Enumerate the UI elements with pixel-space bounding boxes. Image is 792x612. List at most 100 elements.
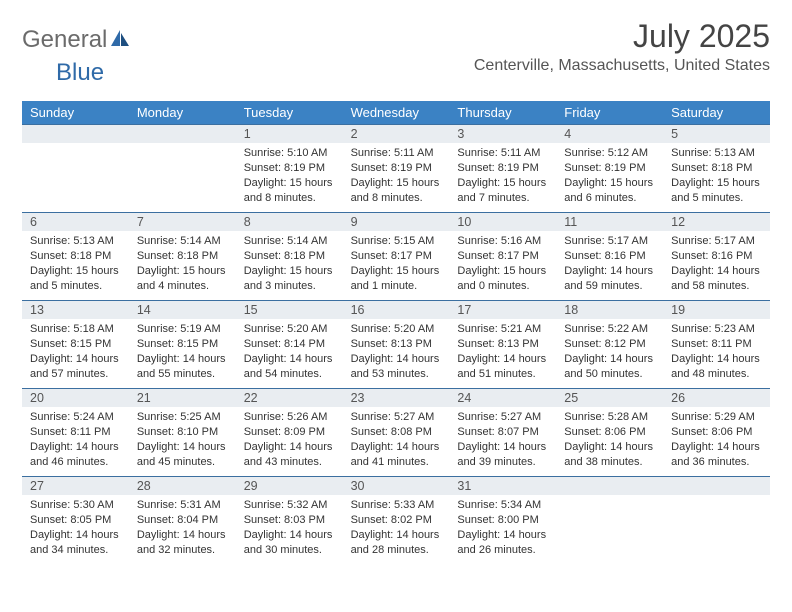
day-line: Sunset: 8:15 PM: [137, 337, 228, 352]
calendar-cell: [556, 476, 663, 564]
day-line: Sunset: 8:15 PM: [30, 337, 121, 352]
day-number: 14: [129, 301, 236, 319]
day-line: Sunset: 8:16 PM: [564, 249, 655, 264]
day-number: 31: [449, 477, 556, 495]
day-number: 4: [556, 125, 663, 143]
day-number: [22, 125, 129, 143]
calendar-cell: 4 Sunrise: 5:12 AMSunset: 8:19 PMDaylight…: [556, 124, 663, 212]
day-line: and 5 minutes.: [30, 279, 121, 294]
day-line: Sunrise: 5:19 AM: [137, 322, 228, 337]
calendar-cell: 7Sunrise: 5:14 AMSunset: 8:18 PMDaylight…: [129, 212, 236, 300]
calendar-cell: [129, 124, 236, 212]
calendar-cell: 30Sunrise: 5:33 AMSunset: 8:02 PMDayligh…: [343, 476, 450, 564]
day-content: Sunrise: 5:13 AMSunset: 8:18 PMDaylight:…: [663, 143, 770, 211]
day-line: Sunrise: 5:14 AM: [244, 234, 335, 249]
day-content: Sunrise: 5:19 AMSunset: 8:15 PMDaylight:…: [129, 319, 236, 387]
calendar-header-cell: Tuesday: [236, 101, 343, 124]
calendar: SundayMondayTuesdayWednesdayThursdayFrid…: [22, 101, 770, 564]
day-number: 21: [129, 389, 236, 407]
day-line: Sunset: 8:19 PM: [351, 161, 442, 176]
calendar-cell: 20Sunrise: 5:24 AMSunset: 8:11 PMDayligh…: [22, 388, 129, 476]
day-number: 13: [22, 301, 129, 319]
day-line: Sunset: 8:17 PM: [457, 249, 548, 264]
day-content: Sunrise: 5:23 AMSunset: 8:11 PMDaylight:…: [663, 319, 770, 387]
day-number: 26: [663, 389, 770, 407]
day-line: Sunset: 8:06 PM: [671, 425, 762, 440]
day-number: 7: [129, 213, 236, 231]
day-line: Sunrise: 5:27 AM: [457, 410, 548, 425]
day-content: Sunrise: 5:11 AMSunset: 8:19 PMDaylight:…: [343, 143, 450, 211]
calendar-cell: 29Sunrise: 5:32 AMSunset: 8:03 PMDayligh…: [236, 476, 343, 564]
day-line: Sunrise: 5:17 AM: [671, 234, 762, 249]
day-line: Sunrise: 5:29 AM: [671, 410, 762, 425]
day-number: 3: [449, 125, 556, 143]
day-line: Sunset: 8:12 PM: [564, 337, 655, 352]
calendar-cell: 1Sunrise: 5:10 AMSunset: 8:19 PMDaylight…: [236, 124, 343, 212]
calendar-cell: [22, 124, 129, 212]
day-line: Sunrise: 5:22 AM: [564, 322, 655, 337]
calendar-cell: 28Sunrise: 5:31 AMSunset: 8:04 PMDayligh…: [129, 476, 236, 564]
day-line: and 51 minutes.: [457, 367, 548, 382]
day-line: Daylight: 14 hours: [137, 528, 228, 543]
day-content: Sunrise: 5:14 AMSunset: 8:18 PMDaylight:…: [236, 231, 343, 299]
day-line: Sunset: 8:11 PM: [671, 337, 762, 352]
day-line: and 3 minutes.: [244, 279, 335, 294]
day-number: 20: [22, 389, 129, 407]
day-number: 6: [22, 213, 129, 231]
day-line: Daylight: 15 hours: [564, 176, 655, 191]
day-line: Daylight: 15 hours: [457, 264, 548, 279]
day-line: Sunrise: 5:26 AM: [244, 410, 335, 425]
day-line: Daylight: 14 hours: [137, 440, 228, 455]
day-line: and 34 minutes.: [30, 543, 121, 558]
calendar-cell: 11Sunrise: 5:17 AMSunset: 8:16 PMDayligh…: [556, 212, 663, 300]
month-title: July 2025: [474, 18, 770, 55]
day-number: 10: [449, 213, 556, 231]
calendar-header-cell: Saturday: [663, 101, 770, 124]
calendar-cell: 14Sunrise: 5:19 AMSunset: 8:15 PMDayligh…: [129, 300, 236, 388]
day-line: and 58 minutes.: [671, 279, 762, 294]
day-line: Daylight: 14 hours: [564, 352, 655, 367]
calendar-cell: 15Sunrise: 5:20 AMSunset: 8:14 PMDayligh…: [236, 300, 343, 388]
day-content: Sunrise: 5:25 AMSunset: 8:10 PMDaylight:…: [129, 407, 236, 475]
day-line: Daylight: 14 hours: [671, 352, 762, 367]
day-line: Sunrise: 5:17 AM: [564, 234, 655, 249]
day-line: Daylight: 15 hours: [30, 264, 121, 279]
day-line: Daylight: 15 hours: [457, 176, 548, 191]
calendar-header-cell: Monday: [129, 101, 236, 124]
day-line: Daylight: 14 hours: [351, 352, 442, 367]
day-line: Sunrise: 5:15 AM: [351, 234, 442, 249]
day-line: Sunset: 8:18 PM: [137, 249, 228, 264]
day-content: Sunrise: 5:15 AMSunset: 8:17 PMDaylight:…: [343, 231, 450, 299]
day-content: Sunrise: 5:14 AMSunset: 8:18 PMDaylight:…: [129, 231, 236, 299]
day-content: Sunrise: 5:32 AMSunset: 8:03 PMDaylight:…: [236, 495, 343, 563]
calendar-header-cell: Thursday: [449, 101, 556, 124]
calendar-cell: 27Sunrise: 5:30 AMSunset: 8:05 PMDayligh…: [22, 476, 129, 564]
day-line: Daylight: 14 hours: [564, 440, 655, 455]
day-line: and 48 minutes.: [671, 367, 762, 382]
day-line: and 36 minutes.: [671, 455, 762, 470]
day-number: 24: [449, 389, 556, 407]
day-line: Sunset: 8:17 PM: [351, 249, 442, 264]
day-line: Sunrise: 5:12 AM: [564, 146, 655, 161]
day-number: 29: [236, 477, 343, 495]
day-line: Daylight: 14 hours: [30, 352, 121, 367]
day-line: Sunset: 8:19 PM: [457, 161, 548, 176]
day-content: Sunrise: 5:17 AMSunset: 8:16 PMDaylight:…: [556, 231, 663, 299]
day-number: 16: [343, 301, 450, 319]
day-line: and 28 minutes.: [351, 543, 442, 558]
day-line: Daylight: 15 hours: [671, 176, 762, 191]
day-number: 9: [343, 213, 450, 231]
day-line: Sunrise: 5:20 AM: [351, 322, 442, 337]
day-line: Sunrise: 5:20 AM: [244, 322, 335, 337]
day-line: Sunrise: 5:13 AM: [671, 146, 762, 161]
day-line: Sunrise: 5:24 AM: [30, 410, 121, 425]
day-line: Sunset: 8:19 PM: [564, 161, 655, 176]
day-line: Sunrise: 5:34 AM: [457, 498, 548, 513]
day-line: Sunrise: 5:16 AM: [457, 234, 548, 249]
day-line: Daylight: 14 hours: [30, 528, 121, 543]
day-number: 18: [556, 301, 663, 319]
day-line: and 8 minutes.: [244, 191, 335, 206]
day-line: and 50 minutes.: [564, 367, 655, 382]
day-line: and 6 minutes.: [564, 191, 655, 206]
day-content: Sunrise: 5:27 AMSunset: 8:07 PMDaylight:…: [449, 407, 556, 475]
